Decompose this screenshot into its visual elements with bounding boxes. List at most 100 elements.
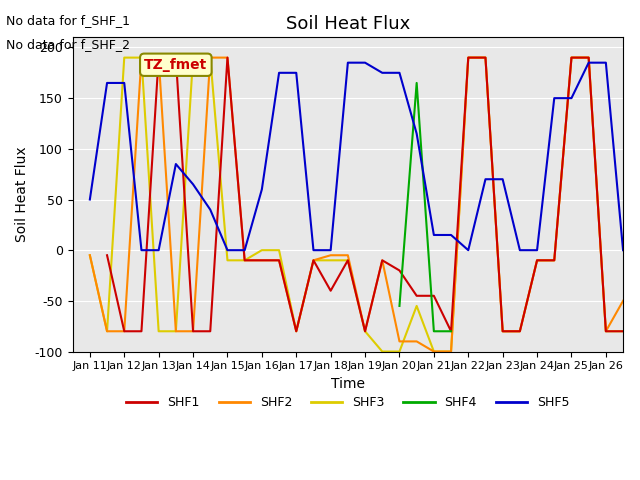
SHF1 — [292, 328, 300, 334]
SHF3 — [344, 257, 352, 263]
SHF5 — [447, 232, 455, 238]
SHF3 — [499, 328, 506, 334]
SHF5 — [378, 70, 386, 76]
Line: SHF5: SHF5 — [90, 63, 623, 250]
SHF1 — [602, 328, 610, 334]
SHF5 — [138, 247, 145, 253]
SHF5 — [103, 80, 111, 86]
SHF5 — [516, 247, 524, 253]
SHF5 — [223, 247, 231, 253]
SHF1 — [430, 293, 438, 299]
SHF2 — [310, 257, 317, 263]
SHF3 — [516, 328, 524, 334]
SHF2 — [189, 328, 197, 334]
SHF1 — [310, 257, 317, 263]
SHF5 — [275, 70, 283, 76]
SHF3 — [86, 252, 93, 258]
SHF1 — [344, 257, 352, 263]
SHF2 — [413, 338, 420, 344]
SHF1 — [275, 257, 283, 263]
SHF5 — [499, 176, 506, 182]
SHF2 — [447, 348, 455, 354]
SHF1 — [103, 252, 111, 258]
SHF2 — [430, 348, 438, 354]
SHF2 — [585, 55, 593, 60]
SHF2 — [103, 328, 111, 334]
Line: SHF1: SHF1 — [107, 58, 623, 331]
SHF5 — [550, 95, 558, 101]
SHF3 — [310, 257, 317, 263]
SHF2 — [482, 55, 490, 60]
SHF4 — [396, 303, 403, 309]
SHF2 — [378, 257, 386, 263]
SHF1 — [499, 328, 506, 334]
Text: No data for f_SHF_2: No data for f_SHF_2 — [6, 38, 131, 51]
SHF5 — [207, 207, 214, 213]
SHF2 — [499, 328, 506, 334]
SHF3 — [568, 55, 575, 60]
SHF2 — [568, 55, 575, 60]
SHF5 — [155, 247, 163, 253]
SHF1 — [447, 328, 455, 334]
SHF2 — [602, 328, 610, 334]
SHF2 — [361, 328, 369, 334]
SHF5 — [292, 70, 300, 76]
SHF3 — [396, 348, 403, 354]
SHF1 — [533, 257, 541, 263]
SHF4 — [430, 328, 438, 334]
SHF3 — [378, 348, 386, 354]
SHF3 — [585, 55, 593, 60]
SHF5 — [413, 131, 420, 136]
SHF3 — [258, 247, 266, 253]
SHF2 — [344, 252, 352, 258]
SHF2 — [207, 55, 214, 60]
SHF1 — [568, 55, 575, 60]
Line: SHF3: SHF3 — [90, 58, 623, 351]
SHF1 — [258, 257, 266, 263]
SHF5 — [465, 247, 472, 253]
SHF2 — [223, 55, 231, 60]
SHF1 — [413, 293, 420, 299]
SHF1 — [172, 55, 180, 60]
SHF2 — [533, 257, 541, 263]
SHF3 — [465, 55, 472, 60]
SHF1 — [120, 328, 128, 334]
SHF3 — [430, 348, 438, 354]
SHF3 — [172, 328, 180, 334]
SHF2 — [120, 328, 128, 334]
SHF1 — [465, 55, 472, 60]
SHF3 — [120, 55, 128, 60]
SHF5 — [120, 80, 128, 86]
SHF3 — [413, 303, 420, 309]
SHF5 — [430, 232, 438, 238]
SHF3 — [207, 55, 214, 60]
SHF1 — [155, 55, 163, 60]
SHF3 — [602, 328, 610, 334]
SHF2 — [172, 328, 180, 334]
SHF2 — [241, 257, 248, 263]
Text: TZ_fmet: TZ_fmet — [144, 58, 207, 72]
SHF2 — [86, 252, 93, 258]
SHF3 — [620, 328, 627, 334]
SHF3 — [103, 328, 111, 334]
SHF3 — [361, 328, 369, 334]
SHF1 — [620, 328, 627, 334]
SHF2 — [275, 257, 283, 263]
SHF5 — [620, 247, 627, 253]
SHF5 — [327, 247, 335, 253]
SHF5 — [482, 176, 490, 182]
SHF1 — [138, 328, 145, 334]
SHF2 — [516, 328, 524, 334]
Text: No data for f_SHF_1: No data for f_SHF_1 — [6, 14, 131, 27]
SHF5 — [172, 161, 180, 167]
SHF3 — [241, 257, 248, 263]
SHF4 — [447, 328, 455, 334]
SHF1 — [396, 267, 403, 273]
SHF5 — [310, 247, 317, 253]
SHF4 — [413, 80, 420, 86]
SHF3 — [223, 257, 231, 263]
SHF2 — [292, 328, 300, 334]
Legend: SHF1, SHF2, SHF3, SHF4, SHF5: SHF1, SHF2, SHF3, SHF4, SHF5 — [121, 391, 575, 414]
SHF5 — [344, 60, 352, 66]
SHF1 — [516, 328, 524, 334]
